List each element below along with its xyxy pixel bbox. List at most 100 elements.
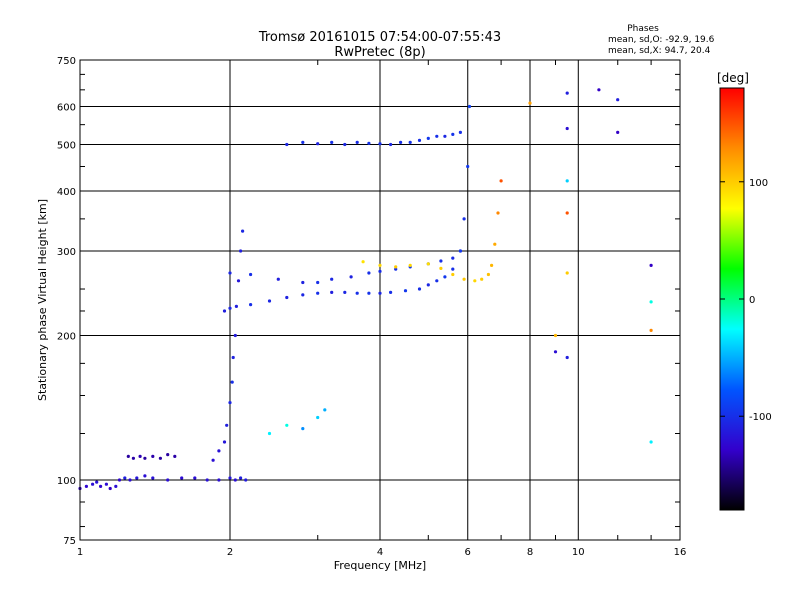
echo-point xyxy=(233,478,237,482)
echo-point xyxy=(367,141,371,145)
echo-point xyxy=(565,179,569,183)
y-tick-label: 500 xyxy=(57,141,76,152)
echo-point xyxy=(316,280,320,285)
echo-point xyxy=(193,476,197,480)
echo-point xyxy=(158,456,162,460)
echo-point xyxy=(378,269,382,273)
echo-point xyxy=(649,440,653,444)
echo-point xyxy=(301,427,305,431)
echo-point xyxy=(135,476,139,480)
y-tick-label: 300 xyxy=(57,247,76,258)
echo-point xyxy=(316,142,320,146)
echo-point xyxy=(597,88,601,92)
echo-point xyxy=(458,130,462,134)
echo-point xyxy=(389,290,393,294)
x-axis-ticks: 1 2 4 6 8 10 16 xyxy=(77,60,686,558)
echo-point xyxy=(349,275,353,279)
echo-point xyxy=(378,142,382,146)
echo-point xyxy=(114,484,118,488)
colorbar-tick-label: -100 xyxy=(749,412,772,423)
echo-point xyxy=(451,267,455,271)
echo-point xyxy=(458,249,462,253)
echo-point xyxy=(399,140,403,144)
y-tick-label: 750 xyxy=(57,56,76,67)
echo-point xyxy=(439,259,443,263)
echo-point xyxy=(222,309,227,313)
echo-point xyxy=(95,480,99,484)
echo-point xyxy=(180,476,184,480)
echo-point xyxy=(330,277,334,281)
echo-point xyxy=(301,140,305,144)
x-tick-label: 8 xyxy=(527,547,533,558)
echo-point xyxy=(443,275,447,279)
echo-point xyxy=(408,263,412,267)
echo-point xyxy=(462,277,466,281)
echo-point xyxy=(138,454,142,458)
echo-point xyxy=(435,279,439,283)
echo-point xyxy=(244,478,248,482)
echo-point xyxy=(285,423,289,427)
echo-point xyxy=(553,333,558,338)
echo-point xyxy=(403,289,408,293)
echo-point xyxy=(267,299,272,303)
echo-point xyxy=(553,350,558,354)
x-tick-label: 2 xyxy=(227,547,233,558)
echo-point xyxy=(451,132,455,136)
echo-point xyxy=(217,478,221,482)
chart-title: Tromsø 20161015 07:54:00-07:55:43 xyxy=(258,30,501,45)
echo-point xyxy=(649,263,653,267)
echo-point xyxy=(330,140,334,144)
echo-point xyxy=(239,249,243,253)
echo-point xyxy=(417,287,422,291)
echo-point xyxy=(451,256,455,260)
echo-point xyxy=(143,474,147,478)
echo-point xyxy=(426,262,430,266)
echo-point xyxy=(616,98,620,102)
colorbar-tick-label: 0 xyxy=(749,295,755,306)
echo-point xyxy=(285,295,289,300)
echo-point xyxy=(367,271,371,275)
echo-point xyxy=(355,291,359,295)
stats-heading: Phases xyxy=(627,24,659,34)
echo-point xyxy=(151,476,155,480)
echo-point xyxy=(236,279,241,283)
stats-o-mode: mean, sd,O: -92.9, 19.6 xyxy=(608,35,715,45)
echo-point xyxy=(565,126,569,131)
echo-point xyxy=(378,291,382,295)
echo-point xyxy=(225,423,229,427)
x-tick-label: 10 xyxy=(572,547,585,558)
echo-point xyxy=(217,449,221,453)
echo-point xyxy=(239,476,243,480)
echo-point xyxy=(408,140,412,144)
echo-point xyxy=(143,456,147,460)
echo-point xyxy=(417,138,422,142)
echo-point xyxy=(565,271,569,275)
x-tick-label: 4 xyxy=(377,547,383,558)
echo-point xyxy=(323,408,327,412)
echo-point xyxy=(228,401,232,405)
echo-point xyxy=(616,130,620,134)
stats-x-mode: mean, sd,X: 94.7, 20.4 xyxy=(608,46,711,56)
echo-point xyxy=(467,104,472,109)
echo-point xyxy=(528,101,532,105)
echo-point xyxy=(267,431,272,436)
x-axis-label: Frequency [MHz] xyxy=(334,559,426,572)
echo-point xyxy=(231,355,235,360)
y-axis-ticks: 75 100 200 300 400 500 600 750 xyxy=(57,56,680,547)
echo-point xyxy=(367,291,371,295)
echo-point xyxy=(343,142,347,147)
echo-point xyxy=(241,229,245,233)
echo-point xyxy=(166,478,170,482)
echo-point xyxy=(228,476,232,480)
chart-subtitle: RwPretec (8p) xyxy=(334,45,425,60)
echo-point xyxy=(389,142,393,147)
echo-point xyxy=(343,290,347,294)
y-tick-label: 100 xyxy=(57,476,76,487)
echo-point xyxy=(230,380,234,384)
echo-point xyxy=(493,242,497,246)
echo-point xyxy=(316,291,320,295)
echo-point xyxy=(435,134,439,138)
echo-point xyxy=(394,267,398,271)
echo-point xyxy=(565,91,569,95)
